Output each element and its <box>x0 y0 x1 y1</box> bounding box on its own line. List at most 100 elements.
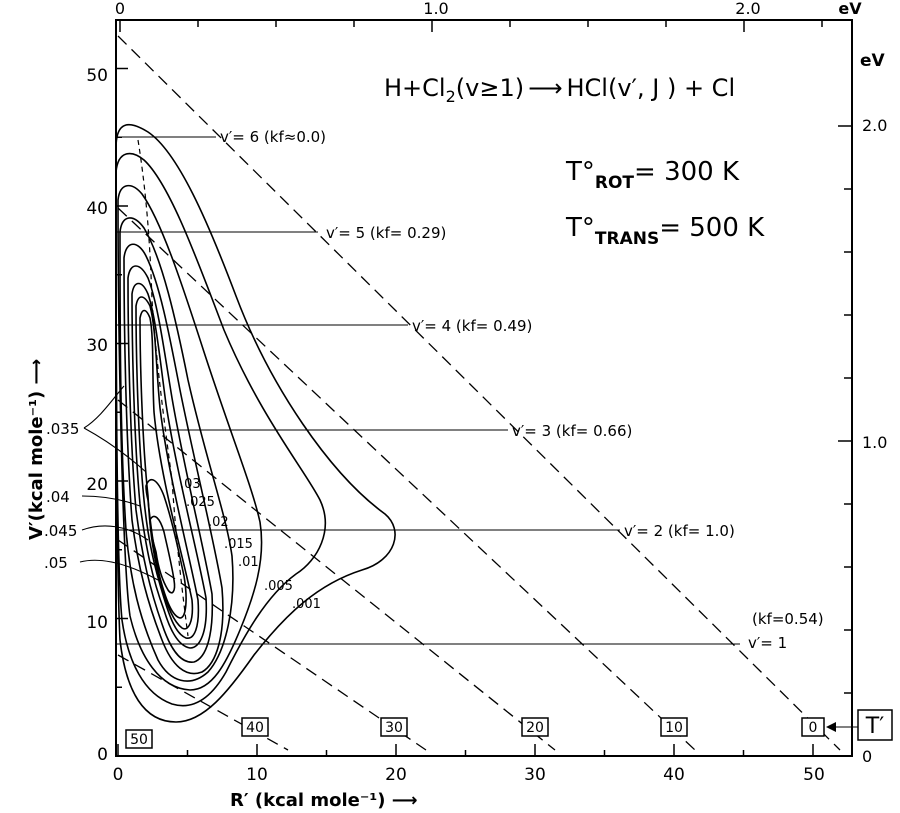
contour-label: .001 <box>292 597 321 612</box>
contour-025 <box>127 265 214 663</box>
t-line-40 <box>117 207 696 751</box>
t-trans-sub: TRANS <box>595 229 659 249</box>
y-tick-label: 50 <box>86 66 108 86</box>
t-box-label: 0 <box>809 720 818 736</box>
right-ev-labels: eV 2.0 1.0 0 <box>860 51 887 766</box>
contour-label: .04 <box>46 488 70 506</box>
t-box-0 <box>801 717 825 737</box>
contour-045 <box>145 478 187 619</box>
t-marker-arrowhead <box>826 722 836 732</box>
contour-04 <box>139 309 194 630</box>
contour-label: .025 <box>186 495 215 510</box>
top-unit-label: eV <box>838 0 862 18</box>
t-marker-label: T′ <box>865 714 884 739</box>
t-marker-box <box>857 709 893 741</box>
contour-001 <box>115 123 396 723</box>
t-box-label: 30 <box>385 720 403 736</box>
t-line-20 <box>117 539 427 751</box>
reaction-state: (v≥1) <box>456 74 524 102</box>
v3-label: v′= 3 (kf= 0.66) <box>512 422 632 440</box>
contour-lines <box>115 123 396 723</box>
top-tick-label: 0 <box>115 0 125 18</box>
contour-015 <box>119 217 234 682</box>
leader-05 <box>79 559 159 581</box>
contour-label: .035 <box>46 420 79 438</box>
y-tick-label: 40 <box>86 199 108 219</box>
t-box-30 <box>380 717 408 737</box>
x-tick-label: 50 <box>803 765 825 785</box>
contour-05 <box>149 515 176 594</box>
contour-03 <box>131 282 208 649</box>
y-tick-label: 10 <box>86 613 108 633</box>
contour-01 <box>117 184 263 691</box>
reaction-prefix: H+Cl <box>384 74 446 102</box>
x-tick-label: 20 <box>385 765 407 785</box>
top-tick-label: 2.0 <box>735 0 760 18</box>
contour-label: .05 <box>44 554 68 572</box>
t-box-50 <box>125 729 153 749</box>
reaction-product: HCl(v′, J ) + Cl <box>567 74 736 102</box>
vibrational-level-lines <box>116 136 740 645</box>
t-rot-sub: ROT <box>595 173 635 193</box>
y-tick-label: 20 <box>86 475 108 495</box>
contour-label: .005 <box>264 579 293 594</box>
x-tick-labels: 0 10 20 30 40 50 <box>113 765 825 785</box>
leader-035 <box>83 385 125 429</box>
leader-035b <box>83 427 147 473</box>
v4-label: v′= 4 (kf= 0.49) <box>412 317 532 335</box>
contour-label: .015 <box>224 537 253 552</box>
right-tick-label: 1.0 <box>862 433 887 452</box>
v6-label: v′= 6 (kf≈0.0) <box>220 128 326 146</box>
t-box-label: 20 <box>526 720 544 736</box>
x-axis-title: R′ (kcal mole⁻¹) ⟶ <box>230 790 418 811</box>
vibrational-level-labels: v′= 6 (kf≈0.0) v′= 5 (kf= 0.29) v′= 4 (k… <box>220 128 824 652</box>
t-box-label: 40 <box>246 720 264 736</box>
contour-label: .02 <box>208 515 229 530</box>
right-tick-label: 0 <box>862 747 872 766</box>
t-trans-symbol: T° <box>565 213 595 243</box>
contour-02 <box>123 243 224 675</box>
t-box-40 <box>241 717 269 737</box>
y-tick-labels: 0 10 20 30 40 50 <box>86 66 108 765</box>
t-rot-value: = 300 K <box>634 157 740 187</box>
ridge-line <box>137 139 189 637</box>
v1-kf-label: (kf=0.54) <box>752 610 824 628</box>
y-axis-title: V′(kcal mole⁻¹) ⟶ <box>26 359 47 540</box>
leader-04 <box>81 495 141 507</box>
y-tick-label: 30 <box>86 336 108 356</box>
reaction-equation: H+Cl2(v≥1) ⟶ HCl(v′, J ) + Cl <box>384 74 735 106</box>
x-tick-label: 30 <box>524 765 546 785</box>
reaction-subscript: 2 <box>446 87 456 106</box>
t-trans: T°TRANS= 500 K <box>565 213 765 249</box>
t-trans-value: = 500 K <box>659 213 765 243</box>
leader-045 <box>81 525 149 541</box>
v1-label: v′= 1 <box>748 634 787 652</box>
contour-label: .03 <box>180 477 201 492</box>
contour-labels: .001 .005 .01 .015 .02 .025 .03 .035 .04… <box>44 420 321 612</box>
reaction-arrow: ⟶ <box>528 74 562 102</box>
t-box-20 <box>521 717 549 737</box>
right-unit-label: eV <box>860 51 886 71</box>
x-tick-label: 0 <box>113 765 124 785</box>
top-tick-label: 1.0 <box>423 0 448 18</box>
t-line-50 <box>117 35 841 751</box>
contour-label: .01 <box>238 555 259 570</box>
right-tick-label: 2.0 <box>862 116 887 135</box>
translational-energy-boxes: 50 40 30 20 10 0 T′ <box>125 709 893 749</box>
t-box-10 <box>660 717 688 737</box>
v2-label: v′= 2 (kf= 1.0) <box>624 522 735 540</box>
contour-leaders <box>79 385 159 581</box>
top-ev-labels: 0 1.0 2.0 eV <box>115 0 862 18</box>
t-rot: T°ROT= 300 K <box>565 157 740 193</box>
x-tick-label: 10 <box>246 765 268 785</box>
contour-label: .045 <box>44 522 77 540</box>
v5-label: v′= 5 (kf= 0.29) <box>326 224 446 242</box>
x-tick-label: 40 <box>663 765 685 785</box>
contour-005 <box>115 152 326 707</box>
t-box-label: 50 <box>130 732 148 748</box>
t-box-label: 10 <box>665 720 683 736</box>
t-rot-symbol: T° <box>565 157 595 187</box>
y-tick-label: 0 <box>97 745 108 765</box>
t-line-30 <box>117 399 556 751</box>
